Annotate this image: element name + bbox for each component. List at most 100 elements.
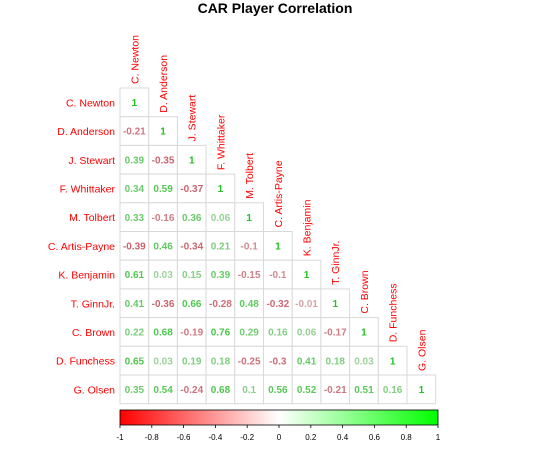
row-label: C. Brown — [72, 327, 115, 339]
cell-value-label: -0.17 — [324, 328, 347, 339]
column-label: M. Tolbert — [244, 153, 256, 199]
row-label: G. Olsen — [74, 384, 116, 396]
cell-value-label: 0.16 — [268, 328, 288, 339]
heatmap-cell — [176, 173, 207, 204]
heatmap-cell — [377, 345, 408, 376]
colorbar-tick-label: -0.2 — [240, 433, 254, 442]
heatmap-cell — [148, 116, 178, 146]
cell-value-label: -0.21 — [123, 127, 146, 138]
row-label: C. Newton — [66, 97, 115, 109]
cell-value-label: 0.52 — [297, 385, 317, 396]
column-label: D. Funchess — [388, 283, 400, 342]
cell-value-label: 0.15 — [182, 270, 202, 281]
cell-value-label: 1 — [332, 299, 338, 310]
cell-value-label: 0.39 — [211, 270, 231, 281]
row-label: D. Anderson — [57, 126, 115, 138]
row-label: K. Benjamin — [58, 270, 115, 282]
heatmap-cell — [119, 202, 150, 233]
cell-value-label: -0.16 — [152, 213, 175, 224]
heatmap-cell — [205, 259, 236, 290]
column-label: F. Whittaker — [215, 114, 227, 170]
colorbar-tick-label: 0.2 — [305, 433, 317, 442]
cell-value-label: 1 — [390, 356, 396, 367]
cell-value-label: 0.29 — [239, 328, 259, 339]
cell-value-label: 0.16 — [383, 385, 403, 396]
cell-value-label: 0.66 — [182, 299, 202, 310]
cell-value-label: 1 — [275, 241, 281, 252]
heatmap-cell — [205, 202, 236, 233]
cell-value-label: 0.33 — [125, 213, 145, 224]
colorbar-tick-label: -0.4 — [209, 433, 223, 442]
heatmap-cell — [148, 173, 178, 204]
row-label: M. Tolbert — [69, 212, 115, 224]
cell-value-label: 0.68 — [211, 385, 231, 396]
heatmap-cell — [263, 317, 293, 347]
heatmap-cell — [176, 288, 207, 319]
column-label: G. Olsen — [416, 329, 428, 371]
colorbar-tick-label: 0.4 — [337, 433, 349, 442]
cell-value-label: 0.61 — [125, 270, 145, 281]
cell-value-label: 0.22 — [125, 328, 145, 339]
cell-value-label: 0.06 — [211, 213, 231, 224]
cell-value-label: 0.54 — [153, 385, 173, 396]
heatmap-cell — [176, 202, 207, 233]
cell-value-label: 0.41 — [125, 299, 145, 310]
heatmap-cell — [176, 259, 207, 290]
cell-value-label: 1 — [132, 98, 138, 109]
cell-value-label: 0.59 — [153, 184, 173, 195]
cell-value-label: 0.21 — [211, 241, 231, 252]
cell-value-label: 0.03 — [153, 270, 173, 281]
colorbar-tick-label: -0.8 — [145, 433, 159, 442]
cell-value-label: -0.15 — [238, 270, 261, 281]
cell-value-label: 0.41 — [297, 356, 317, 367]
row-label: T. GinnJr. — [71, 298, 115, 310]
row-label: C. Artis-Payne — [48, 241, 115, 253]
colorbar-tick-label: 0.8 — [401, 433, 413, 442]
cell-value-label: 0.76 — [211, 328, 231, 339]
cell-value-label: 0.03 — [153, 356, 173, 367]
column-label: C. Brown — [359, 270, 371, 313]
cell-value-label: 0.18 — [326, 356, 346, 367]
heatmap-cell — [176, 345, 207, 376]
cell-value-label: -0.19 — [180, 328, 203, 339]
heatmap-cell — [263, 231, 293, 261]
heatmap-cell — [263, 345, 293, 376]
cell-value-label: 0.56 — [268, 385, 288, 396]
cell-value-label: -0.28 — [209, 299, 232, 310]
column-label: K. Benjamin — [302, 199, 314, 256]
row-label: J. Stewart — [68, 155, 115, 167]
colorbar-tick-label: -0.6 — [177, 433, 191, 442]
cell-value-label: -0.21 — [324, 385, 347, 396]
row-label: D. Funchess — [56, 356, 115, 368]
cell-value-label: -0.39 — [123, 241, 146, 252]
heatmap-cell — [176, 144, 207, 175]
heatmap-cell — [205, 288, 236, 319]
heatmap-cell — [320, 345, 351, 376]
cell-value-label: -0.3 — [269, 356, 287, 367]
heatmap-cell — [349, 374, 379, 405]
cell-value-label: -0.35 — [152, 155, 175, 166]
heatmap-cell — [291, 259, 322, 290]
cell-value-label: 1 — [246, 213, 252, 224]
heatmap-cell — [291, 317, 322, 347]
heatmap-cell — [234, 288, 265, 319]
cell-value-label: 1 — [218, 184, 224, 195]
colorbar-tick-label: 0 — [277, 433, 282, 442]
heatmap-cell — [234, 345, 265, 376]
heatmap-cell — [406, 374, 437, 405]
cell-value-label: 1 — [419, 385, 425, 396]
cell-value-label: -0.24 — [180, 385, 203, 396]
heatmap-cell — [291, 374, 322, 405]
cell-value-label: -0.32 — [266, 299, 289, 310]
colorbar-tick-label: 0.6 — [369, 433, 381, 442]
cell-value-label: 0.46 — [153, 241, 173, 252]
heatmap-cell — [263, 288, 293, 319]
heatmap-cell — [119, 288, 150, 319]
heatmap-cell — [119, 317, 150, 347]
heatmap-cell — [119, 345, 150, 376]
cell-value-label: 0.65 — [125, 356, 145, 367]
cell-value-label: -0.25 — [238, 356, 261, 367]
colorbar-tick-label: -1 — [116, 433, 124, 442]
heatmap-cell — [234, 317, 265, 347]
